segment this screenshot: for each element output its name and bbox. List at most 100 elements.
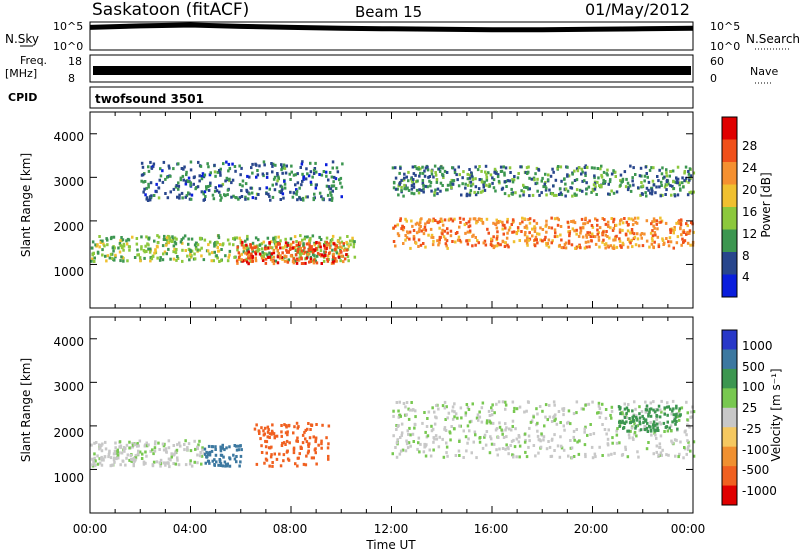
power-cell	[418, 227, 421, 231]
power-cell	[251, 196, 255, 200]
power-cell	[444, 242, 448, 246]
velocity-cell	[175, 448, 179, 452]
velocity-cell	[504, 422, 507, 426]
velocity-cell	[437, 445, 441, 449]
power-cell	[125, 239, 128, 243]
power-cell	[177, 181, 180, 185]
velocity-cell	[547, 440, 550, 443]
power-cell	[206, 249, 210, 253]
power-cell	[497, 179, 501, 183]
power-cell	[528, 187, 531, 191]
velocity-cell	[113, 460, 116, 464]
power-cell	[556, 216, 559, 220]
power-cell	[599, 167, 602, 171]
velocity-cell	[619, 412, 622, 416]
power-cell	[602, 182, 605, 185]
vel-cbar-frame	[721, 329, 738, 506]
power-cell	[353, 255, 357, 259]
power-cell	[648, 168, 652, 172]
power-cell	[331, 196, 334, 200]
velocity-cell	[421, 421, 424, 425]
power-cell	[679, 187, 682, 191]
power-cell	[607, 182, 610, 186]
velocity-cell	[260, 451, 264, 454]
power-cell	[157, 186, 161, 190]
power-cell	[466, 172, 469, 176]
velocity-cell	[433, 437, 436, 441]
power-cell	[665, 180, 669, 183]
power-cell	[676, 177, 680, 181]
power-cell	[274, 242, 278, 246]
power-cell	[299, 166, 302, 169]
power-cell	[143, 256, 146, 260]
power-cell	[310, 182, 313, 186]
velocity-cell	[208, 461, 211, 465]
power-cell	[422, 187, 425, 191]
power-cell	[650, 188, 653, 192]
velocity-cell	[158, 461, 162, 465]
velocity-cell	[99, 457, 103, 461]
velocity-cell	[176, 456, 179, 460]
velocity-cell	[214, 445, 217, 449]
power-cell	[271, 170, 274, 174]
power-cell	[213, 163, 216, 167]
power-cell	[460, 193, 463, 197]
power-cell	[424, 245, 427, 249]
power-cell	[101, 248, 104, 252]
power-cell	[112, 249, 115, 253]
power-cell	[308, 243, 311, 247]
power-cell	[679, 218, 683, 222]
velocity-cell	[501, 432, 504, 436]
power-cell	[618, 237, 621, 241]
velocity-cell	[286, 433, 289, 437]
power-cell	[329, 240, 332, 244]
velocity-cell	[495, 402, 498, 406]
power-cell	[485, 176, 488, 180]
power-cell	[491, 176, 494, 180]
power-cell	[202, 175, 206, 179]
power-cell	[147, 182, 150, 186]
velocity-cell	[658, 415, 662, 419]
velocity-cell	[313, 448, 317, 452]
power-cell	[392, 240, 396, 243]
velocity-cell	[395, 441, 399, 445]
power-cell	[526, 172, 529, 175]
velocity-cell	[677, 418, 681, 422]
power-cell	[597, 176, 600, 180]
power-cell	[651, 239, 654, 243]
power-cell	[600, 173, 603, 177]
velocity-cell	[425, 425, 429, 428]
power-cell	[171, 237, 175, 241]
power-cell	[682, 231, 686, 234]
velocity-cell	[518, 435, 521, 439]
velocity-cell	[429, 454, 433, 458]
velocity-cell	[686, 448, 690, 452]
velocity-cell	[510, 428, 513, 432]
velocity-cell	[400, 433, 403, 437]
power-cell	[567, 241, 571, 245]
velocity-cell	[240, 448, 243, 452]
velocity-cell	[113, 449, 117, 453]
power-cell	[277, 235, 280, 239]
velocity-cell	[265, 451, 268, 455]
power-cell	[585, 192, 588, 196]
power-cell	[246, 234, 249, 238]
velocity-cell	[272, 432, 276, 436]
velocity-cell	[295, 421, 299, 425]
power-cell	[185, 194, 189, 198]
power-cell	[399, 217, 402, 221]
velocity-cell	[470, 419, 473, 423]
velocity-cell	[632, 414, 635, 418]
velocity-cell	[638, 420, 641, 424]
power-cell	[522, 190, 526, 194]
power-cell	[192, 182, 195, 186]
velocity-cell	[655, 450, 658, 454]
power-cell	[282, 246, 285, 250]
power-cell	[688, 167, 692, 171]
power-cell	[236, 245, 239, 249]
power-cell	[340, 195, 343, 199]
power-cell	[572, 219, 575, 223]
power-cell	[475, 221, 478, 225]
velocity-cell	[655, 436, 658, 440]
power-cell	[581, 235, 585, 239]
